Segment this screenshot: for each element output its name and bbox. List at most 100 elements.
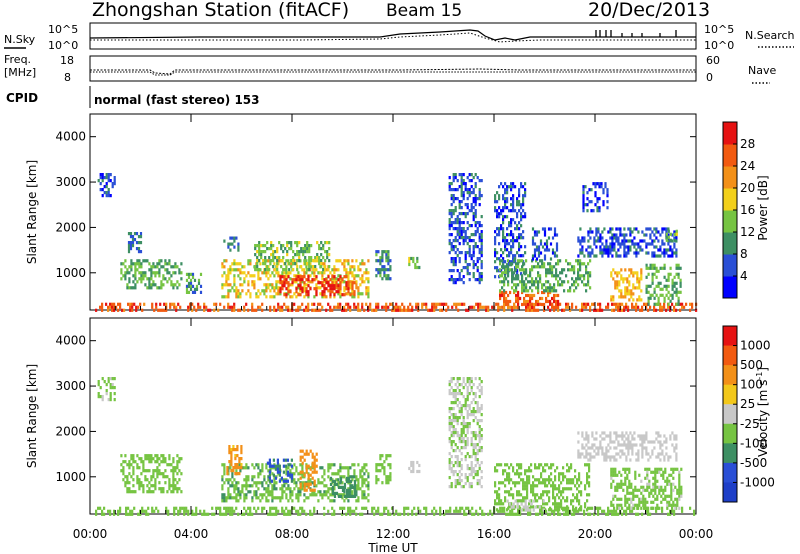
power-pixel	[588, 188, 591, 192]
power-pixel	[611, 239, 614, 243]
power-pixel	[450, 182, 453, 186]
power-pixel	[551, 265, 554, 269]
vel-pixel	[672, 482, 675, 486]
power-pixel	[675, 254, 678, 258]
power-pixel	[312, 259, 315, 263]
vel-pixel	[518, 475, 521, 479]
vel-pixel	[514, 505, 517, 509]
power-pixel	[416, 259, 419, 264]
vel-pixel	[373, 506, 376, 510]
power-pixel	[661, 308, 664, 312]
power-pixel	[325, 295, 328, 299]
power-pixel	[596, 206, 599, 210]
power-pixel	[130, 286, 133, 290]
power-pixel	[521, 286, 524, 290]
vel-pixel	[132, 478, 135, 482]
vel-pixel	[347, 472, 350, 476]
power-pixel	[625, 251, 628, 255]
power-pixel	[450, 233, 453, 237]
vel-pixel	[506, 463, 509, 467]
vel-pixel	[175, 506, 178, 510]
vel-pixel	[640, 506, 643, 510]
vel-pixel	[211, 512, 214, 516]
vel-pixel	[634, 503, 637, 507]
power-pixel	[547, 268, 550, 272]
power-pixel	[365, 277, 368, 281]
power-pixel	[508, 254, 511, 258]
vel-pixel	[601, 446, 604, 450]
vel-pixel	[357, 478, 360, 482]
power-pixel	[335, 305, 338, 309]
vel-pixel	[281, 496, 284, 500]
power-pixel	[518, 188, 521, 192]
vel-pixel	[347, 479, 351, 483]
vel-pixel	[643, 440, 646, 444]
power-pixel	[308, 256, 311, 260]
power-pixel	[640, 289, 643, 293]
power-pixel	[524, 188, 527, 192]
vel-pixel	[365, 484, 368, 488]
power-pixel	[557, 259, 560, 263]
power-pixel	[460, 191, 463, 195]
vel-pixel	[355, 475, 358, 479]
vel-pixel	[597, 509, 600, 513]
vel-pixel	[568, 466, 571, 470]
vel-pixel	[172, 457, 175, 461]
power-pixel	[505, 302, 508, 307]
power-pixel	[229, 271, 232, 275]
vel-pixel	[664, 479, 667, 483]
vel-pixel	[273, 484, 276, 488]
power-pixel	[239, 308, 242, 312]
power-pixel	[625, 254, 628, 258]
power-pixel	[506, 227, 509, 231]
vel-pixel	[165, 506, 168, 510]
vel-pixel	[644, 476, 647, 480]
power-pixel	[290, 241, 293, 245]
power-pixel	[529, 280, 532, 284]
power-pixel	[510, 209, 513, 213]
vel-pixel	[176, 463, 179, 467]
vel-pixel	[156, 460, 159, 464]
power-pixel	[377, 305, 380, 309]
power-pixel	[673, 290, 676, 294]
vel-pixel	[387, 481, 390, 485]
vel-pixel	[276, 458, 279, 462]
power-pixel	[614, 283, 617, 287]
vel-pixel	[502, 472, 505, 476]
power-pixel	[333, 305, 336, 309]
vel-pixel	[341, 493, 344, 497]
vel-pixel	[693, 509, 696, 513]
vel-pixel	[652, 500, 655, 504]
power-pixel	[512, 257, 515, 261]
vel-pixel	[269, 506, 272, 510]
power-pixel	[619, 230, 622, 234]
vel-pixel	[552, 490, 555, 494]
power-pixel	[389, 265, 392, 269]
vel-pixel	[659, 458, 662, 462]
power-pixel	[217, 308, 220, 312]
vel-pixel	[589, 452, 592, 456]
power-pixel	[587, 254, 590, 258]
power-pixel	[298, 241, 301, 245]
vel-pixel	[273, 487, 276, 491]
power-pixel	[156, 286, 159, 290]
vel-pixel	[363, 493, 366, 497]
vel-pixel	[261, 466, 264, 470]
power-pixel	[494, 275, 497, 279]
vel-pixel	[307, 476, 310, 480]
vel-pixel	[572, 499, 575, 503]
vel-pixel	[329, 499, 332, 503]
power-pixel	[286, 241, 289, 245]
vel-pixel	[508, 490, 511, 494]
vel-pixel	[130, 457, 133, 461]
power-pixel	[458, 218, 461, 222]
vel-pixel	[278, 467, 281, 471]
power-pixel	[510, 230, 513, 234]
power-pixel	[251, 280, 254, 284]
power-pixel	[491, 305, 494, 309]
power-pixel	[359, 283, 362, 287]
vel-pixel	[605, 455, 608, 459]
vel-pixel	[309, 493, 312, 497]
vel-pixel	[670, 482, 673, 486]
vel-pixel	[663, 434, 666, 438]
